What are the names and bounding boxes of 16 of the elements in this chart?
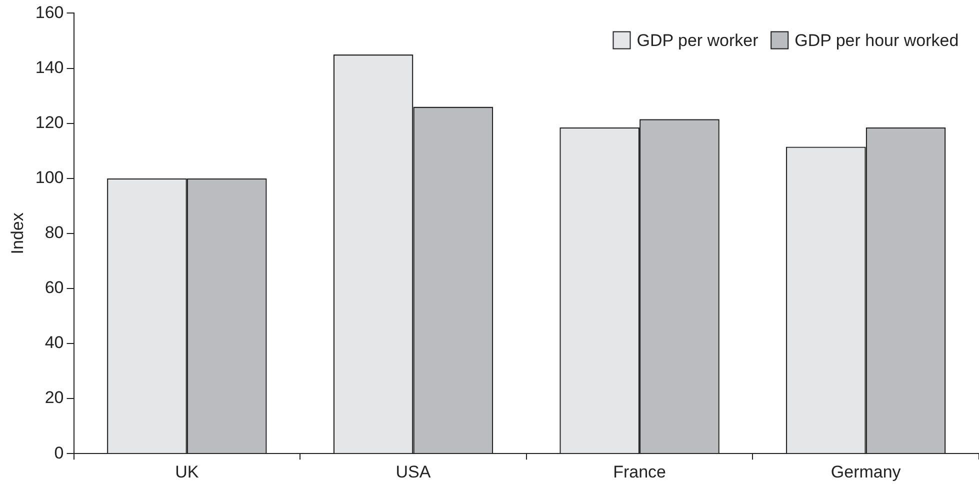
y-tick-label: 140	[35, 58, 64, 77]
y-tick-label: 120	[35, 112, 64, 132]
x-tick-label: USA	[396, 462, 432, 482]
y-tick-label: 100	[35, 168, 64, 188]
y-tick-label: 40	[44, 333, 64, 352]
y-tick-label: 160	[35, 2, 64, 22]
y-tick-label: 20	[44, 388, 64, 408]
y-axis-title: Index	[8, 212, 27, 254]
y-tick-label: 60	[44, 278, 64, 298]
x-tick-label: UK	[175, 462, 200, 482]
x-tick-label: France	[613, 462, 666, 482]
y-tick-label: 80	[44, 223, 64, 242]
legend-label: GDP per hour worked	[794, 30, 959, 50]
legend-label: GDP per worker	[636, 30, 759, 50]
x-tick-label: Germany	[830, 462, 902, 482]
y-tick-label: 0	[54, 443, 64, 462]
